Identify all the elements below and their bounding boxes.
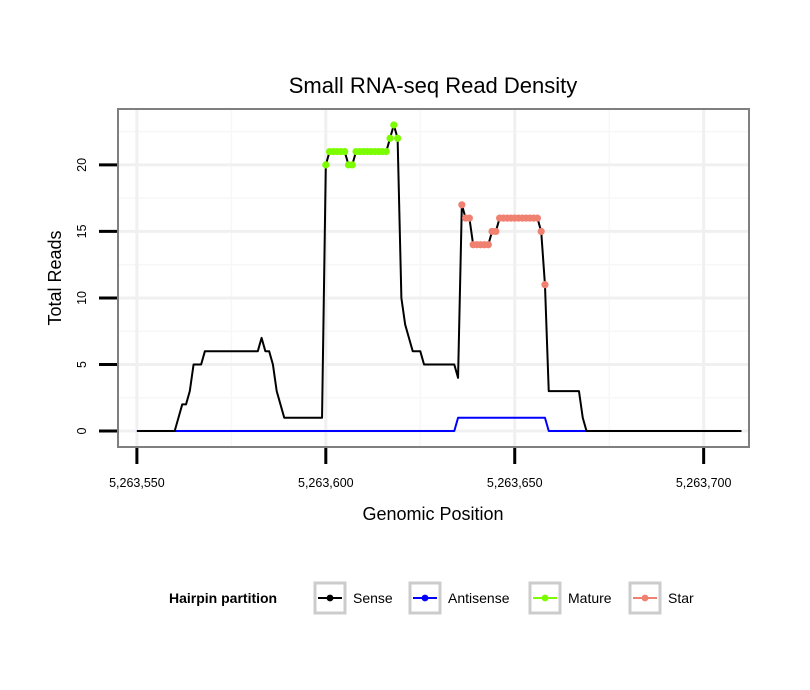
- legend-label-antisense: Antisense: [448, 590, 510, 606]
- data-point-star: [492, 227, 500, 236]
- legend: Hairpin partition Sense Antisense Mature St…: [169, 581, 694, 615]
- data-point-mature: [394, 134, 402, 142]
- data-point-star: [541, 281, 549, 289]
- data-point-mature: [322, 161, 330, 169]
- legend-label-mature: Mature: [568, 590, 612, 606]
- legend-key-point: [541, 594, 549, 602]
- legend-title: Hairpin partition: [169, 590, 277, 606]
- data-point-star: [533, 214, 542, 222]
- series-line-antisense: [136, 416, 742, 433]
- chart-title: Small RNA-seq Read Density: [289, 73, 578, 98]
- y-tick-label: 0: [75, 428, 89, 435]
- data-point-star: [465, 214, 473, 222]
- legend-key-point: [421, 594, 429, 602]
- legend-key-point: [326, 594, 334, 602]
- legend-label-sense: Sense: [353, 590, 393, 606]
- series-points: [322, 121, 549, 289]
- data-point-star: [458, 201, 466, 209]
- y-tick-label: 15: [75, 224, 89, 238]
- data-point-star: [537, 227, 545, 236]
- plot-panel: [117, 108, 750, 448]
- x-tick-label: 5,263,700: [676, 476, 732, 490]
- data-point-mature: [382, 147, 390, 156]
- legend-key-point: [641, 594, 649, 602]
- y-axis-title: Total Reads: [45, 230, 65, 325]
- y-axis: 0 5 10 15 20: [75, 158, 117, 435]
- data-point-mature: [341, 147, 349, 156]
- data-point-mature: [390, 121, 398, 129]
- y-tick-label: 20: [75, 158, 89, 172]
- x-tick-label: 5,263,600: [298, 476, 354, 490]
- data-point-star: [484, 241, 492, 249]
- y-tick-label: 10: [75, 291, 89, 305]
- x-tick-label: 5,263,550: [109, 476, 165, 490]
- x-axis: 5,263,550 5,263,600 5,263,650 5,263,700: [109, 448, 732, 490]
- legend-label-star: Star: [668, 590, 694, 606]
- data-point-mature: [348, 161, 356, 169]
- y-tick-label: 5: [75, 361, 89, 368]
- data-point-mature: [386, 134, 394, 142]
- x-axis-title: Genomic Position: [362, 504, 503, 524]
- x-tick-label: 5,263,650: [487, 476, 543, 490]
